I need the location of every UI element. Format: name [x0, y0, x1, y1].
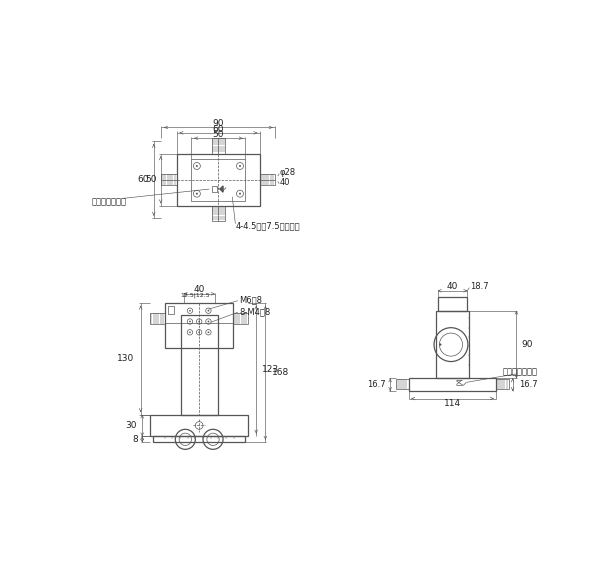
- Circle shape: [439, 343, 441, 346]
- Circle shape: [208, 310, 209, 311]
- Circle shape: [189, 310, 191, 311]
- Bar: [150, 415, 249, 436]
- Text: φ28: φ28: [279, 168, 295, 177]
- Text: 114: 114: [444, 399, 461, 408]
- Text: 50: 50: [213, 130, 224, 139]
- Text: 12.5|12.5: 12.5|12.5: [181, 293, 210, 298]
- Text: 130: 130: [117, 354, 134, 363]
- Circle shape: [208, 321, 209, 322]
- Circle shape: [196, 165, 198, 167]
- Circle shape: [198, 332, 200, 333]
- Text: 16.7: 16.7: [519, 380, 537, 389]
- Polygon shape: [220, 186, 223, 192]
- Bar: [165, 303, 233, 347]
- Text: 60: 60: [213, 124, 224, 134]
- Circle shape: [196, 193, 198, 195]
- Bar: [192, 159, 246, 202]
- Text: 4-4.5キリ7.5深ザグリ: 4-4.5キリ7.5深ザグリ: [235, 221, 300, 231]
- Bar: [181, 314, 218, 415]
- Text: 16.7: 16.7: [367, 380, 385, 389]
- Text: 90: 90: [522, 340, 533, 349]
- Text: 90: 90: [213, 119, 224, 128]
- Text: M6深8: M6深8: [239, 296, 262, 304]
- Bar: [435, 311, 469, 378]
- Text: 40: 40: [193, 285, 205, 295]
- Bar: [212, 186, 217, 192]
- Bar: [233, 313, 249, 324]
- Bar: [260, 174, 275, 185]
- Text: クランプレバー: クランプレバー: [503, 368, 538, 377]
- Text: 18.7: 18.7: [470, 282, 489, 291]
- Bar: [150, 313, 165, 324]
- Circle shape: [208, 332, 209, 333]
- Bar: [496, 379, 509, 389]
- Text: 8-M4深8: 8-M4深8: [239, 308, 271, 317]
- Bar: [168, 306, 174, 314]
- Text: 168: 168: [272, 368, 289, 377]
- Text: 60: 60: [137, 175, 149, 184]
- Bar: [212, 138, 226, 153]
- Text: 30: 30: [125, 421, 137, 430]
- Bar: [153, 436, 246, 442]
- Circle shape: [239, 193, 241, 195]
- Circle shape: [189, 332, 191, 333]
- Circle shape: [239, 165, 241, 167]
- Text: 123: 123: [261, 365, 278, 374]
- Bar: [438, 297, 467, 311]
- Text: クランプレバー: クランプレバー: [91, 197, 126, 206]
- Text: 8: 8: [133, 435, 139, 444]
- Bar: [162, 174, 177, 185]
- Bar: [396, 379, 409, 389]
- Bar: [177, 153, 260, 206]
- Circle shape: [189, 321, 191, 322]
- Text: 50: 50: [145, 175, 157, 184]
- Text: 40: 40: [279, 178, 290, 188]
- Bar: [212, 206, 226, 221]
- Bar: [409, 378, 496, 391]
- Text: 40: 40: [447, 282, 458, 291]
- Circle shape: [198, 321, 200, 322]
